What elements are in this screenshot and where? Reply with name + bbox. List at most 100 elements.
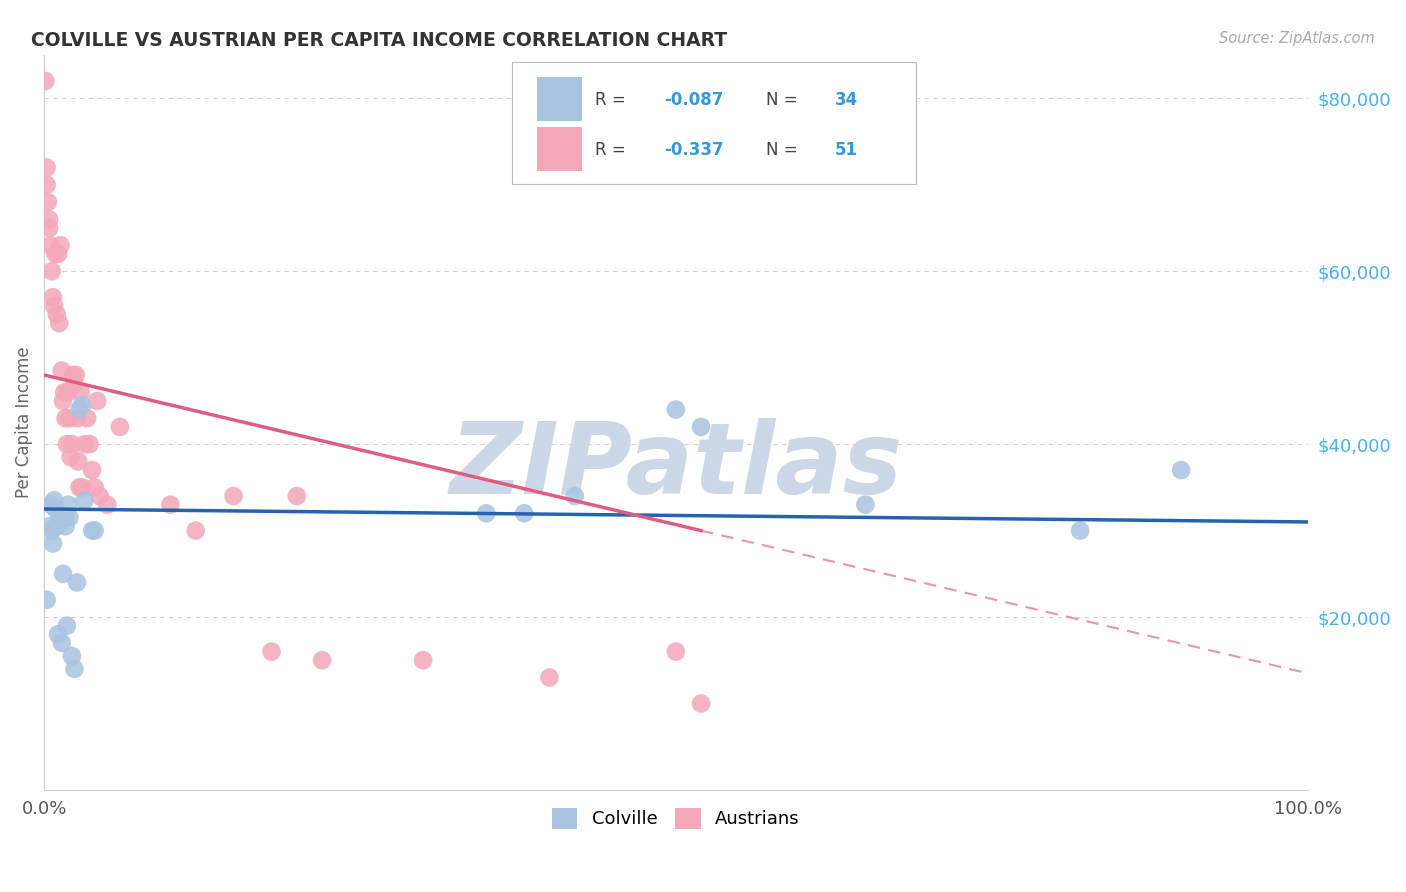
Point bbox=[513, 506, 536, 520]
Point bbox=[44, 493, 66, 508]
Point bbox=[52, 566, 75, 581]
Point bbox=[45, 308, 67, 322]
Text: Source: ZipAtlas.com: Source: ZipAtlas.com bbox=[1219, 31, 1375, 46]
Point bbox=[66, 575, 89, 590]
Point bbox=[35, 592, 58, 607]
Point bbox=[39, 238, 62, 252]
Point bbox=[41, 524, 63, 538]
Point bbox=[73, 493, 96, 508]
Point bbox=[49, 515, 72, 529]
Point bbox=[73, 437, 96, 451]
Point bbox=[62, 368, 84, 382]
Point bbox=[1170, 463, 1192, 477]
Point bbox=[56, 618, 79, 632]
Point bbox=[44, 502, 66, 516]
Point bbox=[665, 402, 688, 417]
Point bbox=[58, 510, 80, 524]
Point bbox=[46, 247, 69, 261]
Point bbox=[108, 420, 131, 434]
Text: N =: N = bbox=[765, 91, 797, 109]
Point bbox=[96, 498, 118, 512]
Point bbox=[285, 489, 308, 503]
Point bbox=[44, 299, 66, 313]
Point bbox=[52, 393, 75, 408]
Point bbox=[89, 489, 111, 503]
Point bbox=[79, 437, 101, 451]
Point bbox=[55, 519, 77, 533]
Point bbox=[37, 195, 59, 210]
Point bbox=[42, 290, 65, 304]
Point bbox=[60, 437, 83, 451]
Point bbox=[222, 489, 245, 503]
Point bbox=[42, 536, 65, 550]
Point bbox=[55, 411, 77, 425]
Point bbox=[53, 385, 76, 400]
Point bbox=[82, 524, 104, 538]
FancyBboxPatch shape bbox=[537, 128, 582, 170]
Point bbox=[41, 264, 63, 278]
Point bbox=[1069, 524, 1091, 538]
Point bbox=[86, 393, 108, 408]
Point bbox=[260, 644, 283, 658]
Point bbox=[83, 524, 105, 538]
Point bbox=[538, 671, 561, 685]
Point bbox=[45, 519, 67, 533]
Point bbox=[690, 420, 713, 434]
Point bbox=[35, 161, 58, 175]
Point bbox=[34, 74, 56, 88]
Point bbox=[70, 398, 93, 412]
Point bbox=[690, 697, 713, 711]
Text: R =: R = bbox=[595, 141, 626, 159]
Text: -0.337: -0.337 bbox=[665, 141, 724, 159]
Text: 34: 34 bbox=[835, 91, 858, 109]
Point bbox=[69, 385, 91, 400]
Point bbox=[184, 524, 207, 538]
Text: 51: 51 bbox=[835, 141, 858, 159]
Text: ZIPatlas: ZIPatlas bbox=[450, 418, 903, 515]
Point bbox=[51, 636, 73, 650]
Point bbox=[49, 238, 72, 252]
Point bbox=[56, 437, 79, 451]
Point bbox=[69, 402, 91, 417]
Point bbox=[38, 212, 60, 227]
Point bbox=[564, 489, 586, 503]
Point bbox=[665, 644, 688, 658]
Point bbox=[311, 653, 333, 667]
Point bbox=[82, 463, 104, 477]
Point bbox=[65, 368, 87, 382]
Text: N =: N = bbox=[765, 141, 797, 159]
FancyBboxPatch shape bbox=[512, 62, 915, 184]
Point bbox=[38, 519, 60, 533]
Point bbox=[67, 454, 90, 468]
Point bbox=[44, 247, 66, 261]
Point bbox=[56, 498, 79, 512]
Point bbox=[60, 648, 83, 663]
Point bbox=[83, 480, 105, 494]
Legend: Colville, Austrians: Colville, Austrians bbox=[544, 801, 807, 836]
Point bbox=[58, 411, 80, 425]
Point bbox=[63, 376, 86, 391]
Point bbox=[412, 653, 434, 667]
Point bbox=[59, 450, 82, 464]
Point bbox=[53, 510, 76, 524]
Text: COLVILLE VS AUSTRIAN PER CAPITA INCOME CORRELATION CHART: COLVILLE VS AUSTRIAN PER CAPITA INCOME C… bbox=[31, 31, 727, 50]
Point bbox=[69, 480, 91, 494]
Point bbox=[70, 480, 93, 494]
FancyBboxPatch shape bbox=[537, 78, 582, 120]
Point bbox=[853, 498, 876, 512]
Point bbox=[76, 411, 98, 425]
Point bbox=[35, 178, 58, 192]
Point bbox=[56, 385, 79, 400]
Point bbox=[39, 498, 62, 512]
Point bbox=[46, 627, 69, 641]
Point bbox=[475, 506, 498, 520]
Point bbox=[159, 498, 181, 512]
Point bbox=[51, 364, 73, 378]
Point bbox=[38, 221, 60, 235]
Point bbox=[63, 662, 86, 676]
Point bbox=[48, 510, 70, 524]
Point bbox=[48, 316, 70, 330]
Point bbox=[66, 411, 89, 425]
Text: -0.087: -0.087 bbox=[665, 91, 724, 109]
Text: R =: R = bbox=[595, 91, 626, 109]
